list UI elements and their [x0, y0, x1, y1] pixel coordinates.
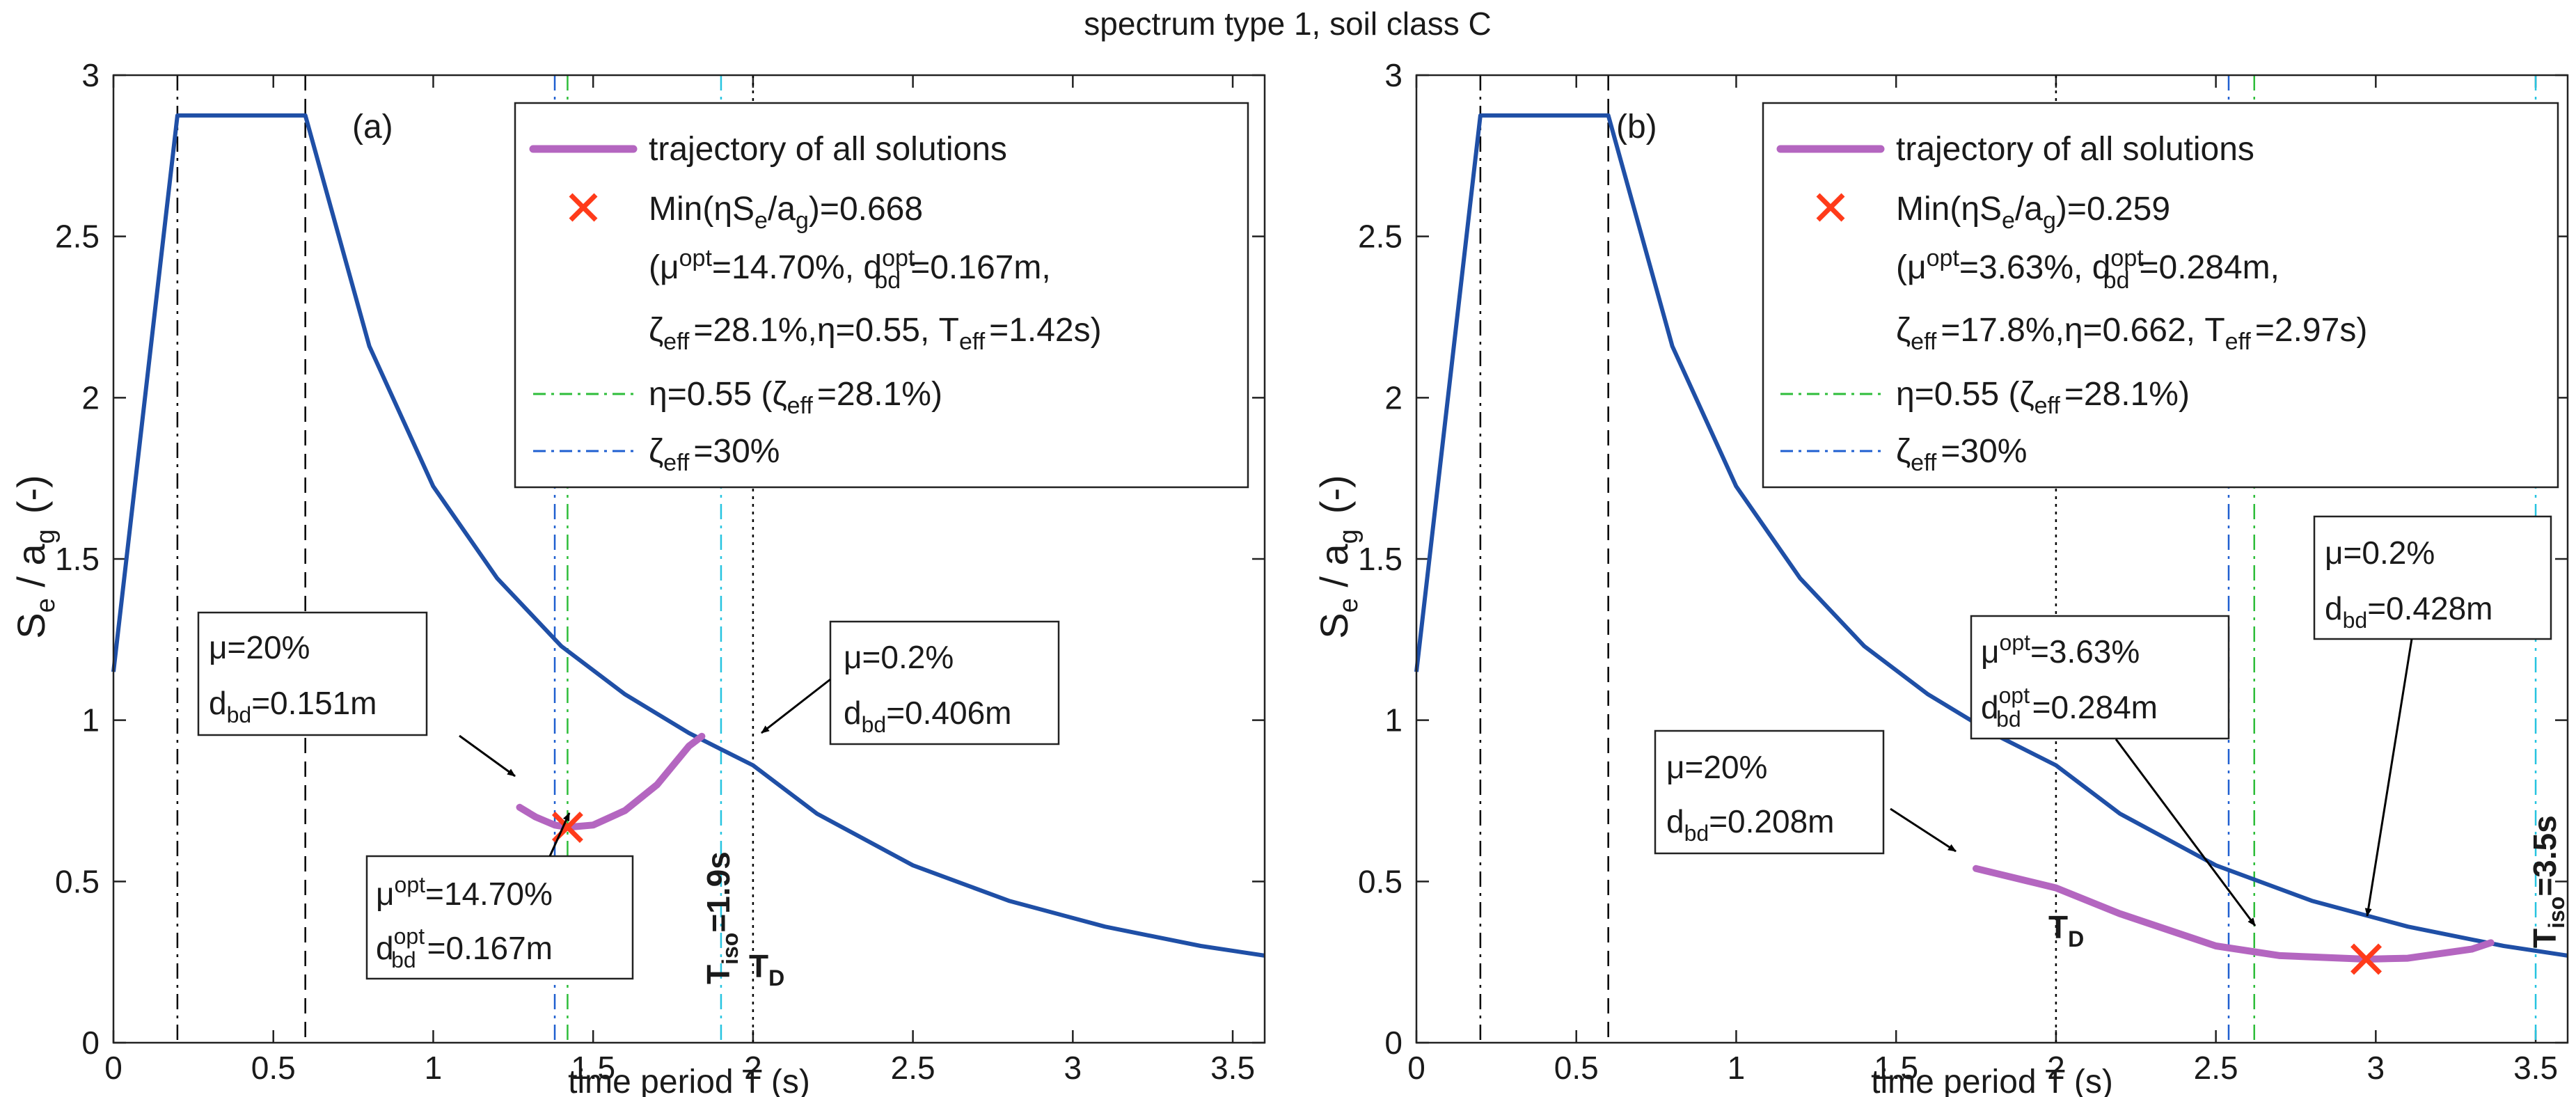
- panel-label-b: (b): [1616, 109, 1657, 145]
- annotation-mu20-a: μ=20% dbd=0.151m: [197, 611, 428, 736]
- legend-zeta-label-a: ζeff =30%: [649, 433, 780, 476]
- y-tick-label-a-6: 3: [81, 57, 100, 93]
- x-tick-label-b-2: 1: [1728, 1050, 1746, 1086]
- x-tick-label-a-0: 0: [104, 1050, 123, 1086]
- spectrum-line-a: [111, 113, 1265, 958]
- x-tick-label-a-4: 2: [744, 1050, 762, 1086]
- x-tick-label-a-6: 3: [1064, 1050, 1082, 1086]
- annotation-mu02-b: μ=0.2% dbd=0.428m: [2313, 515, 2552, 640]
- curves-b: [1414, 113, 2568, 975]
- t-d-label-a: TD: [749, 948, 784, 991]
- annotation-arrow-mu20-b: [1890, 807, 1957, 853]
- legend-optimum-params-line1-b: (μopt=3.63%, dopt bd =0.284m,: [1896, 245, 2279, 294]
- plot-frame-b: [1415, 74, 2569, 1044]
- y-tick-label-b-2: 1: [1384, 702, 1402, 739]
- panel-label-a: (a): [352, 109, 393, 145]
- annotation-arrow-mu02-b: [2364, 638, 2413, 917]
- svg-text:μ=0.2%: μ=0.2%: [844, 639, 954, 675]
- legend-trajectory-label-a: trajectory of all solutions: [649, 131, 1007, 168]
- y-tick-label-a-5: 2.5: [55, 219, 100, 255]
- panel-a: 0 0.5 1 1.5 2 2.5 3 3.5 0 0.5 1 1.5 2 2.5 3 time perio…: [9, 57, 1266, 1097]
- annotation-arrow-optimum-b: [2115, 739, 2257, 926]
- x-tick-label-b-7: 3.5: [2513, 1050, 2558, 1086]
- svg-text:μopt=14.70%: μopt=14.70%: [376, 872, 553, 912]
- x-tick-label-b-0: 0: [1407, 1050, 1425, 1086]
- svg-text:dbd=0.151m: dbd=0.151m: [209, 685, 377, 727]
- legend-trajectory-label-b: trajectory of all solutions: [1896, 131, 2254, 168]
- x-tick-label-a-2: 1: [425, 1050, 443, 1086]
- x-tick-label-a-7: 3.5: [1210, 1050, 1255, 1086]
- legend-optimum-marker-b: [1816, 193, 1845, 222]
- x-axis-label-a: time period T (s): [568, 1064, 810, 1097]
- x-axis-label-b: time period T (s): [1871, 1064, 2113, 1097]
- legend-a: trajectory of all solutions Min(ηSe/ag)=…: [514, 102, 1249, 489]
- y-axis-label-b: Se / ag(-): [1312, 475, 1364, 638]
- plot-frame-a: [112, 74, 1266, 1044]
- annotation-optimum-a: μopt=14.70% dopt bd =0.167m: [365, 855, 634, 980]
- legend-zeta-label-b: ζeff =30%: [1896, 433, 2027, 476]
- y-tick-label-a-4: 2: [81, 379, 100, 416]
- legend-box-b: [1762, 102, 2559, 489]
- x-tick-label-a-3: 1.5: [571, 1050, 615, 1086]
- trajectory-line-b: [1973, 865, 2495, 963]
- legend-optimum-params-line2-a: ζeff =28.1%,η=0.55, Teff =1.42s): [649, 312, 1102, 355]
- annotation-mu02-a: μ=0.2% dbd=0.406m: [829, 620, 1060, 745]
- legend-b: trajectory of all solutions Min(ηSe/ag)=…: [1762, 102, 2559, 489]
- y-tick-label-b-5: 2.5: [1358, 219, 1402, 255]
- x-tick-label-b-6: 3: [2367, 1050, 2385, 1086]
- annotation-optimum-b: μopt=3.63% dopt bd =0.284m: [1970, 615, 2230, 740]
- optimum-marker-b: [2350, 943, 2383, 975]
- t-iso-label-b: Tiso=3.5s: [2527, 815, 2569, 948]
- curves-a: [111, 113, 1265, 958]
- svg-text:μopt=3.63%: μopt=3.63%: [1981, 630, 2140, 670]
- axes-ticks-b: 0 0.5 1 1.5 2 2.5 3 3.5 0 0.5 1 1.5 2 2.5 3: [1358, 57, 2568, 1086]
- svg-text:dbd=0.208m: dbd=0.208m: [1666, 803, 1834, 846]
- y-tick-label-a-2: 1: [81, 702, 100, 739]
- x-tick-label-b-5: 2.5: [2194, 1050, 2238, 1086]
- y-axis-label-a: Se / ag(-): [9, 475, 61, 638]
- legend-eta-label-a: η=0.55 (ζeff =28.1%): [649, 376, 942, 419]
- svg-text:dbd=0.428m: dbd=0.428m: [2325, 590, 2492, 633]
- y-tick-label-a-0: 0: [81, 1025, 100, 1061]
- figure-title: spectrum type 1, soil class C: [1084, 6, 1491, 42]
- y-tick-label-b-6: 3: [1384, 57, 1402, 93]
- legend-eta-label-b: η=0.55 (ζeff =28.1%): [1896, 376, 2190, 419]
- y-tick-label-b-4: 2: [1384, 379, 1402, 416]
- y-tick-label-b-1: 0.5: [1358, 863, 1402, 899]
- trajectory-line-a: [516, 732, 706, 831]
- x-tick-label-b-3: 1.5: [1874, 1050, 1918, 1086]
- y-tick-label-b-3: 1.5: [1358, 541, 1402, 577]
- svg-text:μ=0.2%: μ=0.2%: [2325, 535, 2435, 571]
- y-tick-label-a-1: 0.5: [55, 863, 100, 899]
- legend-min-label-b: Min(ηSe/ag)=0.259: [1896, 191, 2170, 234]
- x-tick-label-a-5: 2.5: [891, 1050, 935, 1086]
- annotation-arrow-mu20-a: [459, 734, 516, 778]
- t-d-label-b: TD: [2048, 909, 2084, 952]
- y-tick-label-b-0: 0: [1384, 1025, 1402, 1061]
- axes-ticks-a: 0 0.5 1 1.5 2 2.5 3 3.5 0 0.5 1 1.5 2 2.5 3: [55, 57, 1265, 1086]
- legend-optimum-params-line2-b: ζeff =17.8%,η=0.662, Teff =2.97s): [1896, 312, 2367, 355]
- panel-b: 0 0.5 1 1.5 2 2.5 3 3.5 0 0.5 1 1.5 2 2.5 3 time perio…: [1312, 57, 2569, 1097]
- spectrum-line-b: [1414, 113, 2568, 958]
- t-iso-label-a: Tiso=1.9s: [700, 851, 743, 984]
- annotation-arrow-mu02-a: [761, 678, 831, 734]
- svg-text:dbd=0.406m: dbd=0.406m: [844, 695, 1011, 737]
- x-tick-label-b-1: 0.5: [1554, 1050, 1599, 1086]
- y-tick-label-a-3: 1.5: [55, 541, 100, 577]
- x-tick-label-b-4: 2: [2047, 1050, 2065, 1086]
- svg-text:μ=20%: μ=20%: [1666, 749, 1767, 785]
- legend-optimum-params-line1-a: (μopt=14.70%, dopt bd =0.167m,: [649, 245, 1051, 294]
- legend-box-a: [514, 102, 1249, 489]
- annotation-mu20-b: μ=20% dbd=0.208m: [1654, 729, 1885, 855]
- legend-min-label-a: Min(ηSe/ag)=0.668: [649, 191, 923, 234]
- legend-optimum-marker-a: [569, 193, 598, 222]
- x-tick-label-a-1: 0.5: [251, 1050, 296, 1086]
- svg-text:μ=20%: μ=20%: [209, 629, 310, 665]
- annotation-arrow-optimum-a: [548, 812, 571, 857]
